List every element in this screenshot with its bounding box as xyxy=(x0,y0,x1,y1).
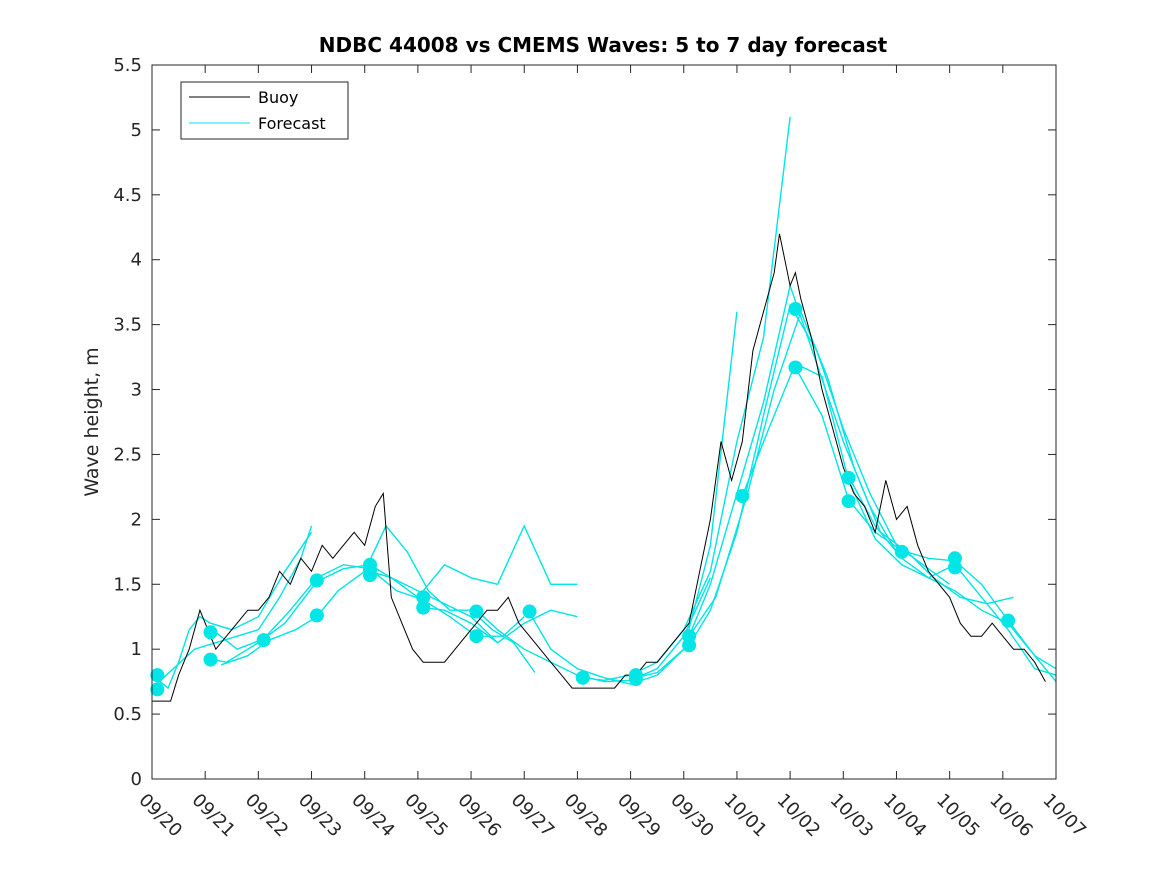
forecast-marker xyxy=(841,494,856,509)
forecast-marker xyxy=(1001,613,1016,628)
y-tick-label: 5 xyxy=(131,120,142,141)
forecast-markers xyxy=(150,302,1016,697)
y-tick-label: 0 xyxy=(131,769,142,790)
y-tick-label: 5.5 xyxy=(113,55,142,76)
plot-area xyxy=(152,65,1056,779)
y-tick-label: 3.5 xyxy=(113,315,142,336)
forecast-line-7 xyxy=(423,606,578,644)
forecast-marker xyxy=(522,604,537,619)
forecast-marker xyxy=(416,600,431,615)
forecast-marker xyxy=(256,633,271,648)
forecast-marker xyxy=(682,638,697,653)
forecast-marker xyxy=(309,573,324,588)
forecast-marker xyxy=(203,652,218,667)
plot-border xyxy=(151,64,1057,780)
y-tick-label: 4 xyxy=(131,250,142,271)
forecast-marker xyxy=(309,608,324,623)
forecast-marker xyxy=(469,604,484,619)
forecast-marker xyxy=(628,672,643,687)
y-tick-label: 1 xyxy=(131,639,142,660)
chart-title: NDBC 44008 vs CMEMS Waves: 5 to 7 day fo… xyxy=(319,33,888,57)
forecast-line-6 xyxy=(369,524,578,599)
legend-box xyxy=(180,81,349,140)
plot-frame xyxy=(151,64,1057,780)
forecast-marker xyxy=(416,590,431,605)
y-tick-label: 2.5 xyxy=(113,444,142,465)
forecast-marker xyxy=(735,488,750,503)
forecast-line-9 xyxy=(528,311,738,685)
y-tick-label: 4.5 xyxy=(113,185,142,206)
forecast-marker xyxy=(841,470,856,485)
y-tick-label: 3 xyxy=(131,380,142,401)
forecast-marker xyxy=(788,360,803,375)
buoy-line xyxy=(152,233,1046,702)
forecast-marker xyxy=(788,302,803,317)
forecast-marker xyxy=(150,682,165,697)
legend: Buoy Forecast xyxy=(180,81,349,140)
forecast-marker xyxy=(469,629,484,644)
y-tick-label: 0.5 xyxy=(113,704,142,725)
forecast-line-15 xyxy=(794,367,1057,683)
forecast-marker xyxy=(363,568,378,583)
legend-label-buoy: Buoy xyxy=(258,88,298,107)
y-tick-label: 2 xyxy=(131,509,142,530)
forecast-line-1 xyxy=(151,531,313,690)
y-tick-label: 1.5 xyxy=(113,574,142,595)
forecast-marker xyxy=(575,670,590,685)
plot-background xyxy=(152,65,1056,779)
forecast-marker xyxy=(203,625,218,640)
y-axis-label: Wave height, m xyxy=(81,347,103,496)
forecast-marker xyxy=(894,544,909,559)
forecast-marker xyxy=(947,560,962,575)
forecast-line-2 xyxy=(151,525,313,689)
forecast-marker xyxy=(150,668,165,683)
y-axis: 0 0.5 1 1.5 2 2.5 3 3.5 4 4.5 5 5.5 xyxy=(113,55,1056,790)
legend-label-forecast: Forecast xyxy=(258,114,326,133)
